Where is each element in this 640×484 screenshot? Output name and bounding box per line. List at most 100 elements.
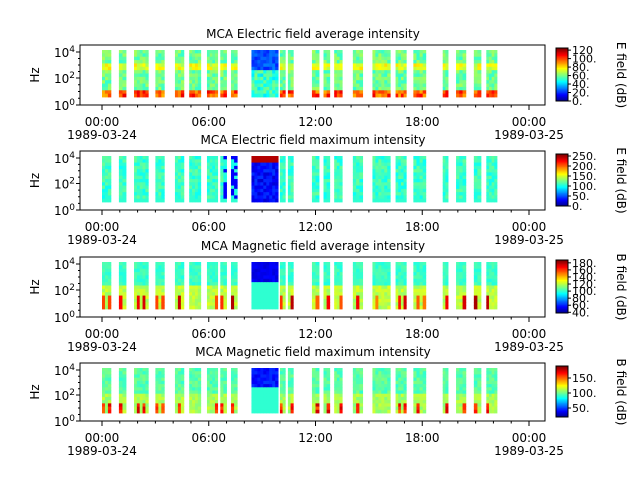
heatmap-cell (477, 76, 482, 81)
heatmap-cell (352, 282, 357, 286)
heatmap-cell (375, 162, 379, 167)
heatmap-cell (251, 282, 255, 286)
heatmap-cell (339, 90, 343, 95)
heatmap-cell (488, 396, 493, 401)
heatmap-cell (158, 162, 162, 167)
heatmap-cell (234, 268, 238, 273)
heatmap-cell (473, 374, 478, 379)
heatmap-cell (419, 409, 424, 414)
heatmap-cell (260, 188, 264, 193)
heatmap-cell (491, 93, 495, 98)
colorbar-segment (556, 278, 568, 281)
heatmap-cell (422, 265, 427, 270)
x-tick-label: 12:00 (298, 327, 333, 341)
heatmap-cell (442, 80, 446, 84)
heatmap-cell (378, 275, 382, 280)
heatmap-cell (136, 406, 141, 411)
heatmap-cell (356, 56, 360, 61)
heatmap-cell (456, 368, 460, 372)
heatmap-cell (287, 396, 291, 401)
heatmap-cell (488, 285, 493, 290)
heatmap-cell (378, 156, 382, 160)
heatmap-cell (315, 172, 320, 177)
heatmap-cell (419, 60, 424, 64)
heatmap-cell (214, 275, 219, 280)
heatmap-cell (315, 400, 320, 404)
heatmap-cell (158, 409, 162, 414)
colorbar-segment (556, 67, 568, 70)
heatmap-cell (139, 179, 143, 183)
heatmap-cell (122, 172, 127, 177)
heatmap-cell (403, 198, 407, 203)
heatmap-cell (375, 198, 379, 203)
heatmap-cell (107, 169, 112, 173)
heatmap-cell (212, 90, 216, 95)
heatmap-cell (384, 83, 388, 88)
heatmap-cell (260, 159, 264, 163)
heatmap-cell (209, 400, 213, 404)
heatmap-cell (279, 371, 283, 375)
heatmap-cell (381, 93, 385, 98)
heatmap-cell (311, 305, 316, 310)
heatmap-cell (180, 368, 185, 372)
heatmap-cell (456, 393, 460, 398)
heatmap-cell (251, 292, 255, 296)
heatmap-cell (352, 90, 357, 95)
heatmap-cell (197, 292, 202, 296)
heatmap-cell (422, 368, 427, 372)
heatmap-cell (422, 396, 427, 401)
heatmap-cell (459, 278, 463, 283)
heatmap-cell (462, 182, 467, 186)
heatmap-cell (282, 198, 286, 203)
heatmap-cell (266, 179, 270, 183)
colorbar-segment (556, 182, 568, 185)
heatmap-cell (122, 179, 127, 183)
heatmap-cell (266, 292, 270, 296)
heatmap-cell (260, 396, 264, 401)
colorbar-segment (556, 400, 568, 403)
heatmap-cell (194, 272, 199, 276)
heatmap-cell (336, 406, 340, 411)
heatmap-cell (375, 406, 379, 411)
heatmap-cell (223, 63, 227, 68)
heatmap-cell (118, 302, 123, 307)
heatmap-cell (214, 162, 219, 167)
heatmap-cell (234, 368, 238, 372)
heatmap-cell (134, 298, 138, 303)
heatmap-cell (104, 175, 109, 180)
heatmap-cell (118, 195, 123, 200)
colorbar-segment (556, 273, 568, 276)
heatmap-cell (197, 368, 202, 372)
heatmap-cell (209, 60, 213, 64)
heatmap-cell (139, 265, 143, 270)
heatmap-cell (134, 93, 138, 98)
heatmap-cell (486, 66, 490, 71)
heatmap-cell (118, 156, 123, 160)
heatmap-cell (315, 262, 320, 266)
heatmap-cell (212, 275, 216, 280)
heatmap-cell (158, 83, 162, 88)
heatmap-cell (403, 368, 407, 372)
heatmap-cell (122, 83, 127, 88)
heatmap-cell (419, 63, 424, 68)
heatmap-cell (334, 265, 338, 270)
heatmap-cell (290, 86, 294, 91)
heatmap-cell (488, 76, 493, 81)
heatmap-cell (395, 165, 399, 170)
heatmap-cell (139, 268, 143, 273)
heatmap-cell (212, 195, 216, 200)
heatmap-cell (136, 60, 141, 64)
heatmap-cell (419, 50, 424, 54)
heatmap-cell (326, 265, 331, 270)
heatmap-cell (477, 90, 482, 95)
heatmap-cell (192, 305, 196, 310)
heatmap-cell (177, 185, 182, 190)
heatmap-cell (352, 384, 357, 388)
heatmap-cell (315, 80, 320, 84)
colorbar-segment (556, 310, 568, 313)
heatmap-cell (491, 83, 495, 88)
heatmap-cell (266, 63, 270, 68)
heatmap-cell (177, 275, 182, 280)
heatmap-cell (339, 377, 343, 382)
heatmap-cell (197, 60, 202, 64)
